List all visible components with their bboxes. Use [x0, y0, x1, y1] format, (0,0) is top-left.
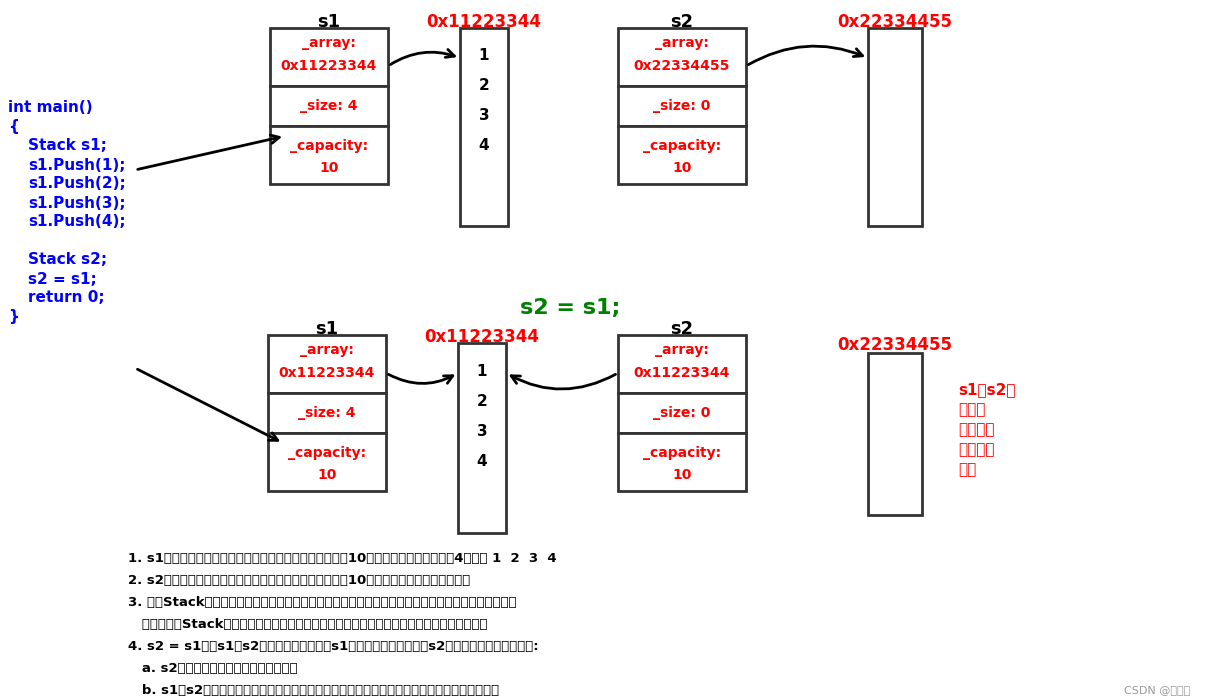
Text: _capacity:: _capacity: [290, 139, 368, 153]
FancyArrowPatch shape [138, 369, 278, 441]
Bar [458, 343, 507, 533]
Text: int main(): int main() [8, 100, 93, 116]
FancyArrowPatch shape [138, 135, 279, 169]
Bar [618, 433, 746, 491]
Text: _capacity:: _capacity: [288, 446, 366, 460]
Text: s2 = s1;: s2 = s1; [28, 272, 97, 286]
Bar [270, 126, 388, 184]
Bar [268, 393, 386, 433]
Bar [270, 86, 388, 126]
Text: 2: 2 [479, 79, 490, 93]
Text: s1给s2赋: s1给s2赋 [958, 383, 1016, 397]
Text: _array:: _array: [655, 36, 708, 50]
Text: 后，这块: 后，这块 [958, 422, 995, 438]
Text: s1: s1 [318, 13, 341, 31]
Bar [618, 86, 746, 126]
Text: 0x22334455: 0x22334455 [838, 13, 953, 31]
FancyArrowPatch shape [511, 374, 615, 389]
Text: 1. s1对象调用构造函数创建，在构造函数中，默认申请了10个元素的空间，然后存了4个元素 1  2  3  4: 1. s1对象调用构造函数创建，在构造函数中，默认申请了10个元素的空间，然后存… [128, 551, 556, 565]
Bar [268, 335, 386, 393]
Text: _size: 0: _size: 0 [653, 99, 711, 113]
Text: 3. 由于Stack没有显式实现赋値运算符重载，编译器会以浅拷贝的方式实现一份默认的赋値运算符重载: 3. 由于Stack没有显式实现赋値运算符重载，编译器会以浅拷贝的方式实现一份默… [128, 595, 516, 608]
Bar [618, 393, 746, 433]
Text: 4: 4 [476, 454, 487, 468]
Text: 空间就丢: 空间就丢 [958, 443, 995, 457]
Bar [270, 28, 388, 86]
Text: s2 = s1;: s2 = s1; [520, 298, 620, 318]
Text: 4: 4 [479, 139, 490, 153]
Text: s1.Push(3);: s1.Push(3); [28, 195, 126, 210]
Text: {: { [8, 119, 19, 135]
Text: }: } [8, 309, 19, 325]
Bar [268, 433, 386, 491]
Text: 值完之: 值完之 [958, 402, 985, 418]
FancyArrowPatch shape [388, 374, 453, 383]
Text: 4. s2 = s1；当s1给s2赋値时，编译器会将s1中内容原封不动拷贝到s2中，这样会导致两个问题:: 4. s2 = s1；当s1给s2赋値时，编译器会将s1中内容原封不动拷贝到s2… [128, 640, 539, 652]
Text: b. s1和s2共享同一份内存空间，最后销毁的时会导致同一份内存空间释放两次而引起程序崩溃: b. s1和s2共享同一份内存空间，最后销毁的时会导致同一份内存空间释放两次而引… [128, 684, 499, 696]
Bar [618, 335, 746, 393]
Text: 0x22334455: 0x22334455 [838, 336, 953, 354]
Text: _size: 0: _size: 0 [653, 406, 711, 420]
Text: 0x11223344: 0x11223344 [424, 328, 539, 346]
Text: _size: 4: _size: 4 [300, 99, 358, 113]
Text: 0x11223344: 0x11223344 [427, 13, 542, 31]
Text: a. s2原来的空间丢失了，存在内存泄漏: a. s2原来的空间丢失了，存在内存泄漏 [128, 661, 297, 675]
Text: _array:: _array: [302, 36, 355, 50]
Bar [459, 28, 508, 226]
Text: return 0;: return 0; [28, 291, 105, 305]
FancyArrowPatch shape [748, 46, 862, 65]
Text: 2. s2对象调用构造函数创建，在构造函数中，默认申请了10个元素的空间，没有存储元素: 2. s2对象调用构造函数创建，在构造函数中，默认申请了10个元素的空间，没有存… [128, 574, 470, 586]
Text: 3: 3 [476, 424, 487, 438]
Text: 10: 10 [319, 161, 339, 175]
Text: _array:: _array: [300, 343, 354, 357]
Text: 0x22334455: 0x22334455 [634, 59, 730, 73]
Text: 失了: 失了 [958, 463, 976, 477]
Text: _size: 4: _size: 4 [299, 406, 355, 420]
Text: s1.Push(4);: s1.Push(4); [28, 215, 126, 229]
Text: 1: 1 [479, 49, 490, 63]
Text: s1.Push(2);: s1.Push(2); [28, 176, 126, 192]
Text: Stack s1;: Stack s1; [28, 139, 106, 153]
Bar [618, 126, 746, 184]
Text: s1: s1 [316, 320, 339, 338]
Bar [618, 28, 746, 86]
Text: 0x11223344: 0x11223344 [280, 59, 377, 73]
Text: 0x11223344: 0x11223344 [279, 366, 375, 380]
Text: 10: 10 [317, 468, 336, 482]
Bar [868, 353, 922, 515]
Text: _array:: _array: [655, 343, 708, 357]
Text: 10: 10 [672, 161, 692, 175]
Text: 10: 10 [672, 468, 692, 482]
Text: _capacity:: _capacity: [643, 139, 721, 153]
Text: s2: s2 [671, 320, 694, 338]
Text: 即只要发现Stack的对象之间相互赋値，就会将一个对象中内容原封不动拷贝到另一个对象中: 即只要发现Stack的对象之间相互赋値，就会将一个对象中内容原封不动拷贝到另一个… [128, 618, 487, 631]
Text: _capacity:: _capacity: [643, 446, 721, 460]
Text: CSDN @好好锅: CSDN @好好锅 [1123, 685, 1190, 695]
Text: 2: 2 [476, 394, 487, 408]
Bar [868, 28, 922, 226]
Text: 1: 1 [476, 364, 487, 378]
Text: s2: s2 [671, 13, 694, 31]
Text: 3: 3 [479, 109, 490, 123]
Text: 0x11223344: 0x11223344 [634, 366, 730, 380]
Text: Stack s2;: Stack s2; [28, 252, 108, 268]
FancyArrowPatch shape [391, 49, 455, 65]
Text: s1.Push(1);: s1.Push(1); [28, 158, 126, 172]
